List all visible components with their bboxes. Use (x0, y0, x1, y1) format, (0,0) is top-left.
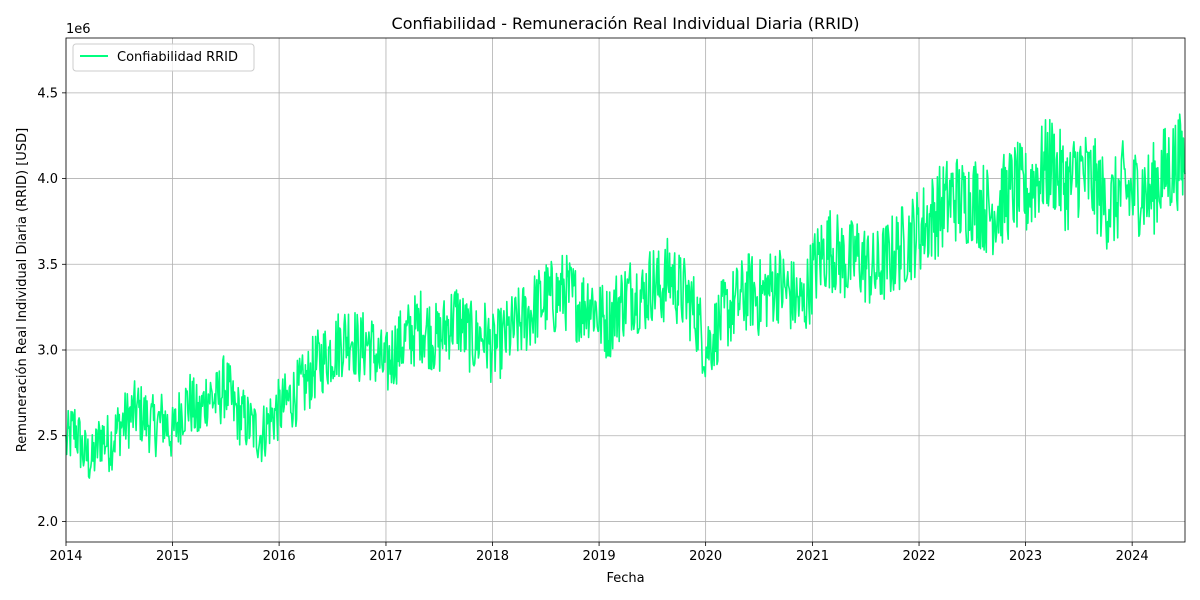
x-tick-label: 2019 (583, 549, 616, 564)
x-tick-label: 2016 (263, 549, 296, 564)
chart-title: Confiabilidad - Remuneración Real Indivi… (392, 14, 860, 33)
x-tick-label: 2015 (156, 549, 189, 564)
series-line-confiabilidad-rrid (65, 113, 1186, 479)
x-tick-label: 2024 (1116, 549, 1149, 564)
x-tick-label: 2021 (796, 549, 829, 564)
y-tick-label: 2.0 (37, 515, 58, 530)
grid (65, 38, 1185, 542)
y-tick-label: 4.0 (37, 172, 58, 187)
y-tick-label: 2.5 (37, 429, 58, 444)
y-tick-label: 3.0 (37, 344, 58, 359)
y-axis: 2.0 2.5 3.0 3.5 4.0 4.5 (37, 86, 66, 530)
x-tick-label: 2020 (689, 549, 722, 564)
y-axis-label: Remuneración Real Individual Diaria (RRI… (15, 128, 30, 452)
x-tick-label: 2017 (369, 549, 402, 564)
legend-label-confiabilidad-rrid: Confiabilidad RRID (117, 50, 238, 65)
x-axis: 2014 2015 2016 2017 2018 2019 2020 2021 2022 2023… (49, 542, 1149, 564)
x-tick-label: 2014 (49, 549, 82, 564)
x-tick-label: 2022 (902, 549, 935, 564)
legend: Confiabilidad RRID (72, 43, 255, 72)
y-tick-label: 4.5 (37, 86, 58, 101)
legend-box (72, 43, 255, 72)
x-tick-label: 2023 (1009, 549, 1042, 564)
x-tick-label: 2018 (476, 549, 509, 564)
x-axis-label: Fecha (606, 571, 644, 586)
y-offset-label: 1e6 (66, 22, 91, 37)
y-tick-label: 3.5 (37, 258, 58, 273)
plot-frame (65, 37, 1186, 543)
series-layer (65, 113, 1186, 479)
